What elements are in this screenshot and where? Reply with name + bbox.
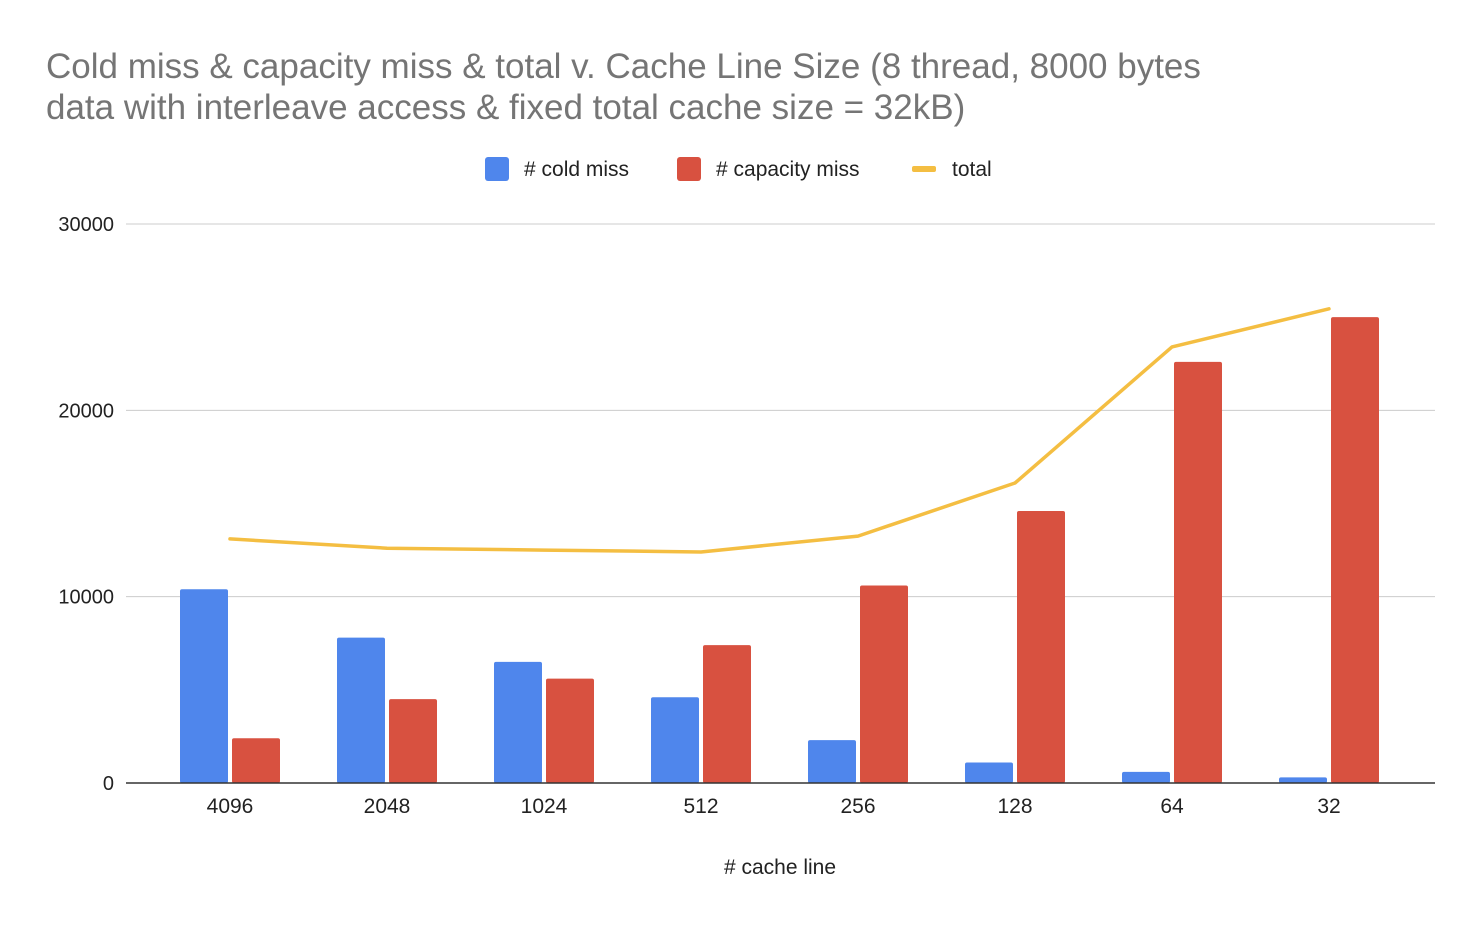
cold-miss-bar [965,763,1013,783]
legend-swatch [912,166,936,172]
legend-label: # capacity miss [716,158,860,181]
legend-item-capacity-miss: # capacity miss [677,157,860,181]
chart-title-line-1: Cold miss & capacity miss & total v. Cac… [46,47,1201,86]
legend-item-cold-miss: # cold miss [485,157,629,181]
x-tick-label: 64 [1160,795,1184,818]
x-tick-label: 512 [683,795,718,818]
x-tick-label: 256 [840,795,875,818]
y-axis-ticks: 0 10000 20000 30000 [58,214,114,795]
total-line-path [230,309,1329,552]
cold-miss-bar [651,697,699,783]
capacity-miss-bar [1331,317,1379,783]
cold-miss-bar [808,740,856,783]
y-tick-label: 20000 [58,400,114,422]
bars [180,317,1379,783]
chart-title: Cold miss & capacity miss & total v. Cac… [46,47,1201,127]
chart-title-line-2: data with interleave access & fixed tota… [46,88,965,127]
x-axis-ticks: 4096 2048 1024 512 256 128 64 32 [207,795,1341,818]
cold-miss-bar [1122,772,1170,783]
total-line [230,309,1329,552]
capacity-miss-bar [703,645,751,783]
legend: # cold miss # capacity miss total [485,157,992,181]
gridlines [126,224,1435,597]
cold-miss-bar [180,589,228,783]
legend-label: total [952,158,992,181]
capacity-miss-bar [232,738,280,783]
legend-label: # cold miss [524,158,629,181]
capacity-miss-bar [389,699,437,783]
cold-miss-bar [494,662,542,783]
legend-swatch [485,157,509,181]
cold-miss-bar [337,638,385,783]
y-tick-label: 0 [103,773,114,795]
legend-swatch [677,157,701,181]
cold-miss-bar [1279,777,1327,783]
y-tick-label: 10000 [58,587,114,609]
x-tick-label: 4096 [207,795,254,818]
capacity-miss-bar [1174,362,1222,783]
y-tick-label: 30000 [58,214,114,236]
x-axis-title: # cache line [724,856,836,879]
capacity-miss-bar [1017,511,1065,783]
x-tick-label: 1024 [521,795,568,818]
x-tick-label: 32 [1317,795,1340,818]
legend-item-total: total [912,158,992,181]
capacity-miss-bar [546,679,594,783]
x-tick-label: 128 [997,795,1032,818]
capacity-miss-bar [860,585,908,783]
x-tick-label: 2048 [364,795,411,818]
